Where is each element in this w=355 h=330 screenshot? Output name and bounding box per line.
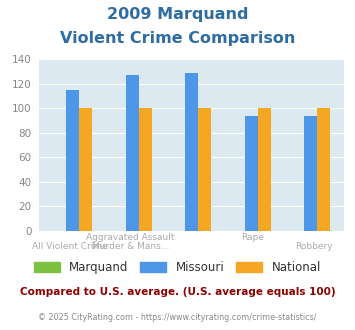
Bar — [304, 116, 317, 231]
Text: Murder & Mans...: Murder & Mans... — [92, 242, 169, 250]
Bar — [139, 109, 152, 231]
Text: Compared to U.S. average. (U.S. average equals 100): Compared to U.S. average. (U.S. average … — [20, 287, 335, 297]
Bar — [185, 73, 198, 231]
Bar — [258, 109, 271, 231]
Text: Robbery: Robbery — [295, 242, 333, 250]
Bar — [245, 116, 258, 231]
Text: Rape: Rape — [241, 233, 264, 242]
Bar — [66, 90, 79, 231]
Text: 2009 Marquand: 2009 Marquand — [107, 7, 248, 21]
Legend: Marquand, Missouri, National: Marquand, Missouri, National — [29, 257, 326, 279]
Text: All Violent Crime: All Violent Crime — [32, 242, 108, 250]
Bar — [79, 109, 92, 231]
Text: Aggravated Assault: Aggravated Assault — [86, 233, 175, 242]
Bar — [198, 109, 211, 231]
Bar — [317, 109, 331, 231]
Bar — [126, 75, 139, 231]
Text: Violent Crime Comparison: Violent Crime Comparison — [60, 31, 295, 46]
Text: © 2025 CityRating.com - https://www.cityrating.com/crime-statistics/: © 2025 CityRating.com - https://www.city… — [38, 314, 317, 322]
